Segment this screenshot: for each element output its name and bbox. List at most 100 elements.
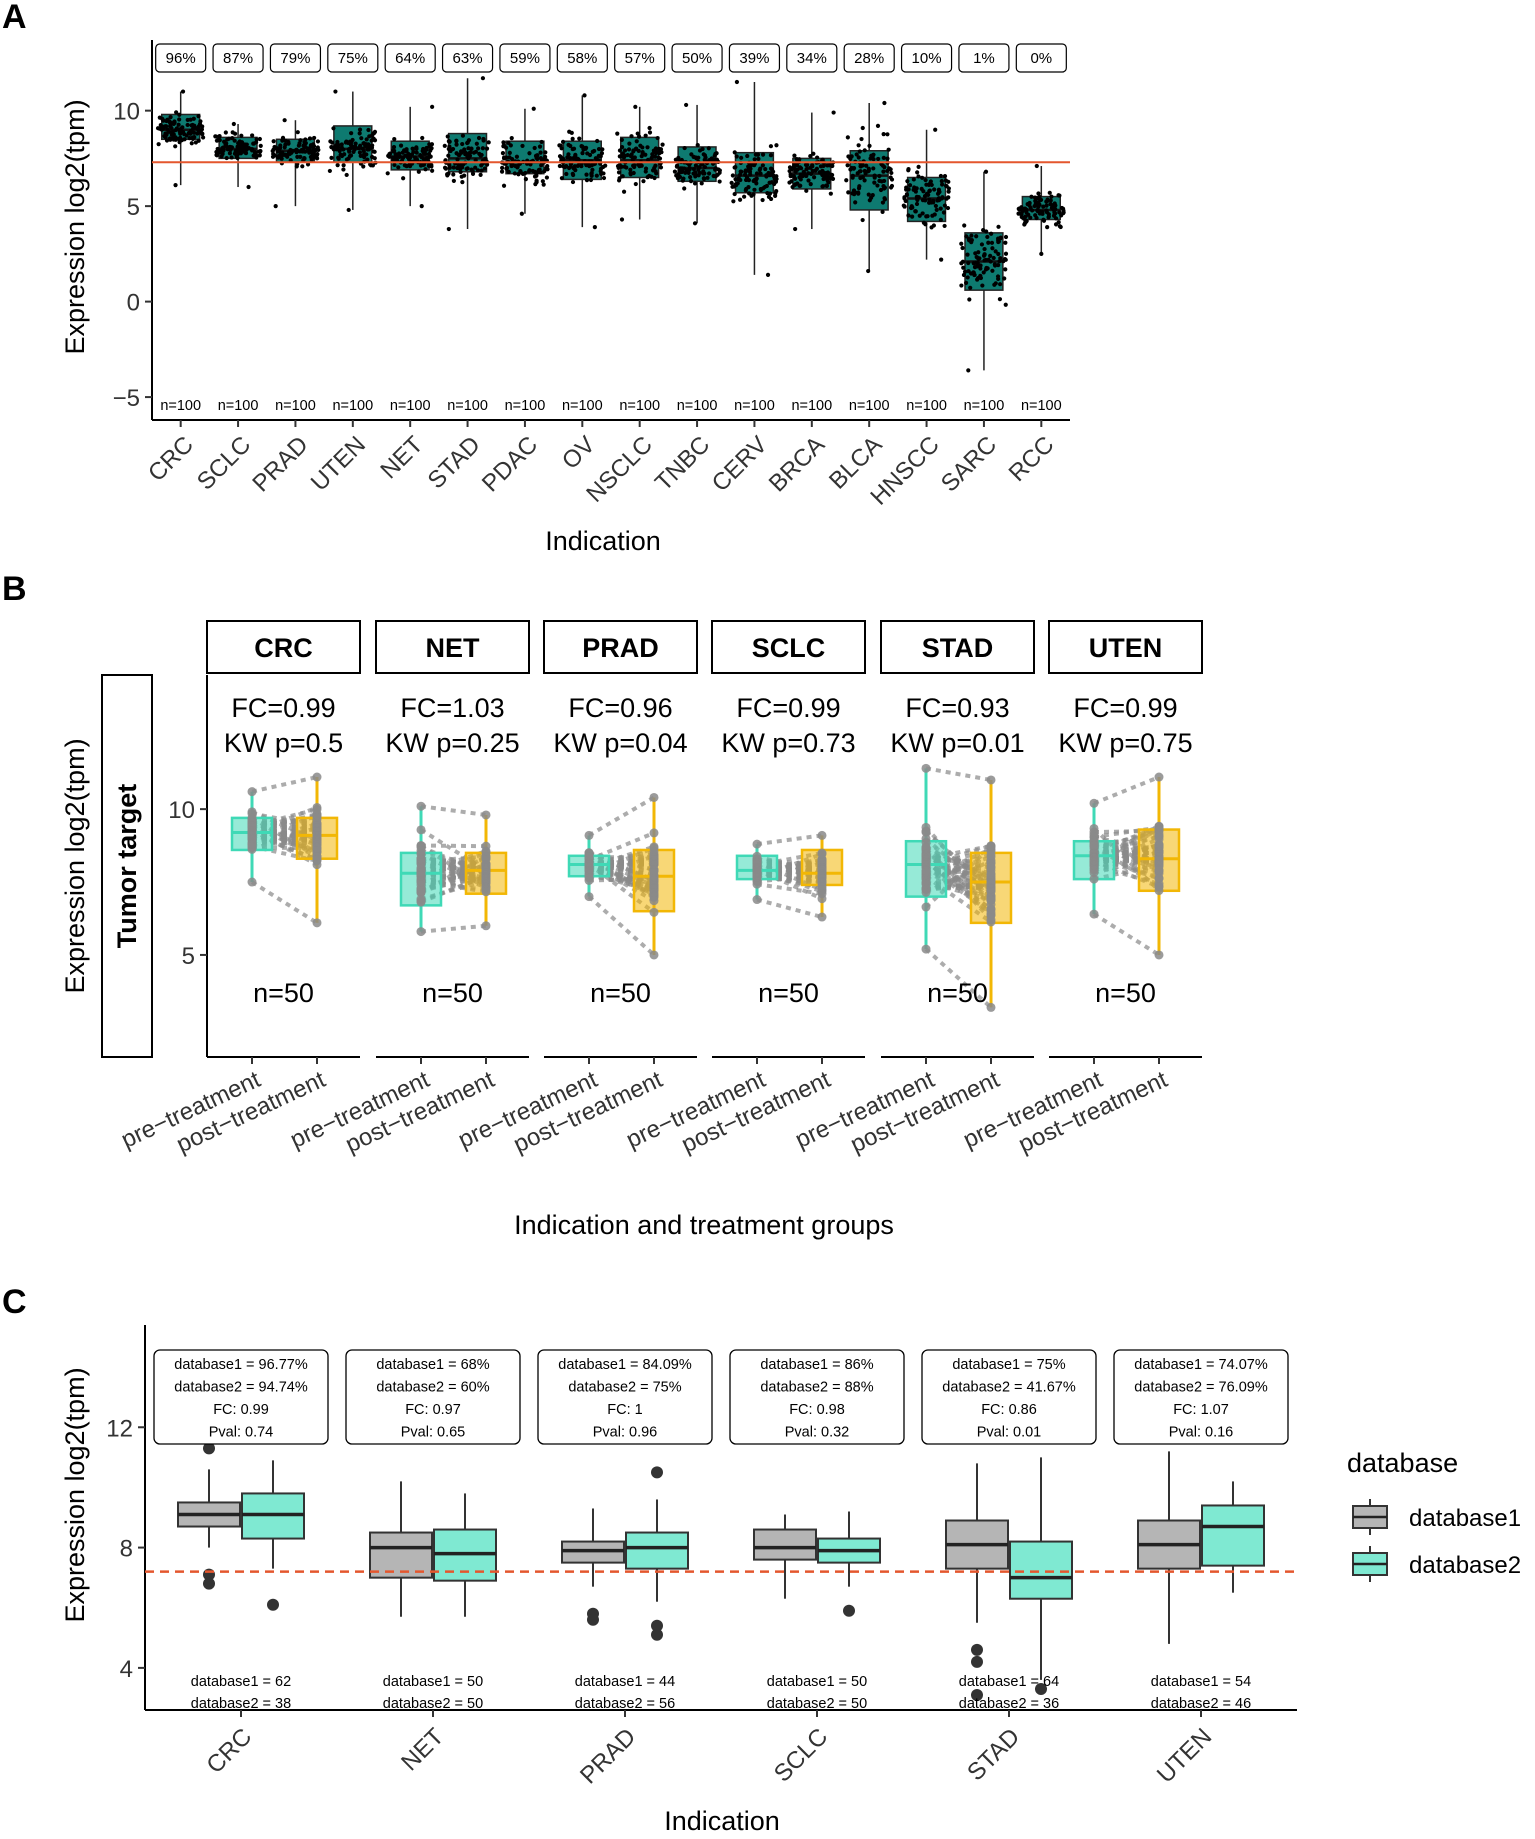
panel-a-point (165, 117, 170, 122)
panel-b-fc-label: FC=0.99 (736, 693, 840, 723)
panel-a-point (628, 167, 633, 172)
panel-a-point (990, 268, 995, 273)
panel-a-percent-box (384, 43, 436, 73)
panel-c-stats-line: database2 = 88% (760, 1380, 873, 1396)
panel-a-point (931, 223, 936, 228)
panel-a-point (693, 163, 699, 168)
panel-a-point (768, 166, 774, 171)
panel-a-point (479, 152, 484, 158)
panel-a-point (196, 114, 201, 119)
panel-a-point (217, 150, 222, 155)
panel-a-point (469, 146, 474, 151)
panel-a-point (1056, 193, 1061, 198)
panel-c-x-tick-label: SCLC (769, 1723, 833, 1787)
panel-a-point (349, 131, 354, 136)
panel-b-point-post (481, 810, 491, 820)
panel-c-stats-box (153, 1349, 329, 1445)
panel-a-point (768, 196, 774, 202)
panel-c-n-label: database2 = 50 (767, 1696, 867, 1712)
panel-c-legend: database database1 database2 (1347, 1448, 1521, 1582)
panel-a-point (689, 152, 694, 157)
panel-a-point (990, 246, 995, 251)
panel-a-point (560, 139, 566, 144)
panel-a-point (257, 149, 263, 154)
panel-a-y-tick-label: 5 (127, 194, 140, 221)
panel-a-point (507, 155, 512, 160)
panel-a-point (341, 167, 346, 172)
panel-a-point (398, 143, 404, 148)
panel-a-point (866, 268, 871, 274)
panel-a-x-tick-label: NET (375, 431, 428, 484)
panel-b-kw-label: KW p=0.73 (721, 728, 855, 758)
panel-a-point (173, 144, 178, 149)
panel-c-stats-box (1113, 1349, 1289, 1445)
panel-b-point-pre (921, 843, 931, 853)
panel-a-point (416, 169, 421, 174)
panel-a-point (983, 169, 989, 174)
panel-a-point (595, 138, 600, 144)
panel-a-point (295, 130, 300, 135)
panel-a-point (906, 168, 911, 173)
panel-a-point (946, 179, 951, 184)
panel-a-point (732, 165, 737, 170)
panel-a-n-label: n=100 (505, 398, 546, 414)
panel-b-point-post (1154, 821, 1164, 831)
panel-a-point (864, 163, 869, 168)
panel-a-point (1024, 207, 1029, 212)
panel-b-point-post (817, 889, 827, 899)
panel-a-point (758, 187, 764, 193)
panel-a-point (965, 275, 970, 280)
panel-a-point (966, 368, 971, 373)
panel-a-point (939, 179, 944, 184)
panel-b-point-post (312, 918, 322, 928)
panel-a-point (742, 194, 747, 199)
panel-a-point (527, 168, 532, 173)
panel-a-point (451, 165, 456, 170)
panel-a-point (927, 197, 932, 202)
panel-a-point (657, 156, 663, 161)
panel-b-point-pre (247, 814, 257, 824)
panel-a-point (570, 146, 575, 152)
panel-b-point-pre (1089, 856, 1099, 866)
panel-a-point (446, 226, 451, 232)
panel-a-point (734, 79, 740, 85)
panel-a-point (200, 124, 205, 129)
panel-a-point (933, 127, 938, 132)
panel-a-point (582, 93, 587, 98)
panel-a-point (239, 133, 244, 138)
panel-a-point (795, 167, 800, 172)
panel-a-point (688, 179, 694, 184)
panel-a-point (862, 148, 867, 153)
panel-a-point (536, 168, 541, 173)
panel-a-point (687, 166, 692, 171)
panel-a-point (543, 150, 548, 155)
panel-c-outlier-db2 (267, 1598, 279, 1611)
panel-a-point (645, 145, 650, 150)
panel-a-point (584, 145, 589, 150)
panel-b-n-label: n=50 (253, 978, 314, 1008)
panel-a-point (804, 162, 809, 167)
panel-a-point (793, 226, 798, 232)
panel-a-point (658, 165, 664, 170)
panel-b-point-pre (247, 877, 257, 887)
panel-c-n-label: database1 = 64 (959, 1674, 1059, 1690)
panel-a-point (745, 168, 751, 173)
panel-a-point (643, 169, 648, 174)
panel-a-point (906, 213, 911, 218)
panel-a-point (252, 149, 257, 155)
panel-a-point (868, 156, 873, 161)
panel-a-point (334, 143, 339, 149)
panel-a-percent-box (958, 43, 1010, 73)
panel-a-point (576, 157, 581, 162)
panel-a-point (880, 163, 886, 168)
panel-a-point (573, 153, 578, 159)
panel-a-point (845, 163, 850, 168)
panel-a-point (963, 280, 969, 285)
panel-a-point (880, 200, 886, 205)
panel-a-point (368, 163, 374, 168)
panel-a-point (455, 157, 460, 162)
panel-a-point (483, 156, 488, 161)
panel-a-point (1003, 302, 1008, 307)
panel-a-point (967, 297, 972, 302)
panel-a-point (201, 135, 206, 140)
